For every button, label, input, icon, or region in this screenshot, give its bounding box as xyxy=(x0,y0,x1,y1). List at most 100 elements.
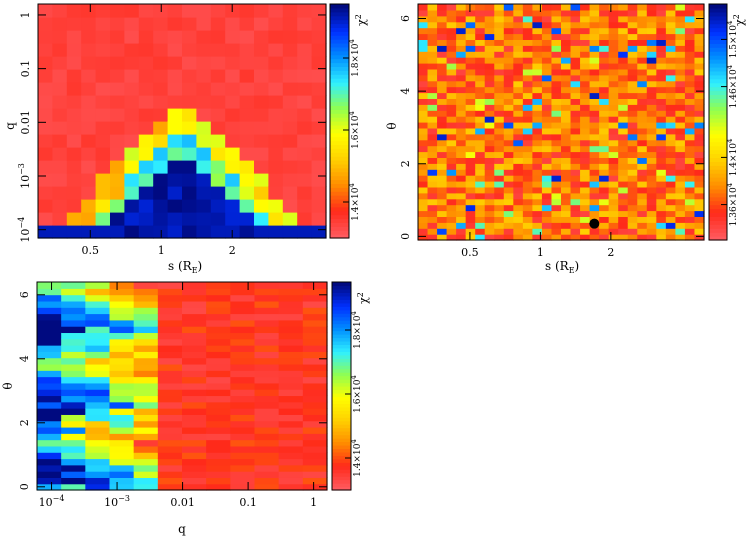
heatmap-cell xyxy=(484,51,495,58)
heatmap-cell xyxy=(196,134,212,148)
heatmap-cell xyxy=(157,382,183,390)
colorbar-swatch xyxy=(709,78,727,84)
heatmap-cell xyxy=(66,69,82,83)
heatmap-cell xyxy=(110,4,125,18)
heatmap-cell xyxy=(418,80,429,88)
colorbar-label-s-theta: χ2 xyxy=(732,14,746,26)
heatmap-cell xyxy=(61,382,86,390)
heatmap-cell xyxy=(665,4,676,11)
heatmap-cell xyxy=(570,116,581,123)
heatmap-cell xyxy=(239,199,255,213)
heatmap-cell xyxy=(484,198,495,206)
heatmap-cell xyxy=(297,108,313,122)
heatmap-cell xyxy=(522,98,533,105)
heatmap-cell xyxy=(599,51,610,58)
heatmap-cell xyxy=(278,357,304,365)
heatmap-cell xyxy=(437,63,448,70)
heatmap-cell xyxy=(282,225,298,239)
heatmap-cell xyxy=(138,30,154,44)
heatmap-cell xyxy=(37,471,62,478)
heatmap-cell xyxy=(646,9,657,17)
heatmap-cell xyxy=(522,228,533,235)
heatmap-cell xyxy=(618,74,629,82)
colorbar-swatch xyxy=(330,199,349,204)
colorbar-swatch xyxy=(330,31,349,36)
heatmap-cell xyxy=(580,116,591,123)
heatmap-cell xyxy=(656,9,667,17)
heatmap-cell xyxy=(513,228,524,235)
heatmap-cell xyxy=(656,92,667,99)
heatmap-cell xyxy=(684,45,696,52)
heatmap-cell xyxy=(456,122,467,129)
heatmap-cell xyxy=(230,382,256,390)
heatmap-cell xyxy=(665,198,676,206)
heatmap-cell xyxy=(484,204,495,212)
heatmap-cell xyxy=(278,307,304,315)
heatmap-cell xyxy=(618,63,629,70)
heatmap-cell xyxy=(153,134,169,148)
heatmap-cell xyxy=(133,282,159,289)
heatmap-cell xyxy=(541,98,553,105)
heatmap-cell xyxy=(694,216,705,223)
heatmap-cell xyxy=(230,458,256,466)
heatmap-cell xyxy=(627,27,638,35)
heatmap-cell xyxy=(465,110,476,117)
heatmap-cell xyxy=(637,116,648,123)
heatmap-cell xyxy=(85,307,111,315)
heatmap-cell xyxy=(282,108,298,122)
heatmap-cell xyxy=(133,483,159,491)
heatmap-cell xyxy=(282,43,298,57)
heatmap-cell xyxy=(570,98,581,105)
heatmap-cell xyxy=(133,471,159,478)
heatmap-cell xyxy=(475,169,486,176)
heatmap-cell xyxy=(637,181,648,188)
heatmap-cell xyxy=(646,133,657,141)
heatmap-cell xyxy=(561,234,572,241)
heatmap-cell xyxy=(570,204,581,212)
colorbar-swatch xyxy=(709,157,727,162)
heatmap-cell xyxy=(541,228,553,235)
heatmap-cell xyxy=(254,483,280,491)
heatmap-cell xyxy=(541,133,553,141)
heatmap-cell xyxy=(561,33,572,40)
heatmap-cell xyxy=(637,192,648,200)
heatmap-cell xyxy=(254,363,280,371)
colorbar-swatch xyxy=(709,188,727,194)
heatmap-cell xyxy=(278,345,304,352)
heatmap-cell xyxy=(167,56,183,70)
heatmap-cell xyxy=(302,426,328,434)
colorbar-swatch xyxy=(709,153,727,158)
heatmap-cell xyxy=(618,110,629,117)
heatmap-cell xyxy=(541,127,553,135)
heatmap-cell xyxy=(532,122,543,129)
heatmap-cell xyxy=(513,145,524,153)
heatmap-cell xyxy=(513,216,524,223)
heatmap-cell xyxy=(254,134,269,148)
colorbar-swatch xyxy=(709,4,727,9)
heatmap-cell xyxy=(665,127,676,135)
heatmap-cell xyxy=(637,27,648,35)
heatmap-cell xyxy=(427,116,438,123)
heatmap-cell xyxy=(494,175,505,182)
heatmap-cell xyxy=(599,181,610,188)
heatmap-cell xyxy=(637,39,648,46)
heatmap-cell xyxy=(427,9,438,17)
colorbar-swatch xyxy=(709,200,727,206)
colorbar-swatch xyxy=(330,202,349,208)
heatmap-cell xyxy=(254,345,280,352)
heatmap-cell xyxy=(456,86,467,94)
heatmap-cell xyxy=(570,39,581,46)
heatmap-cell xyxy=(627,15,638,23)
heatmap-cell xyxy=(522,80,533,88)
heatmap-cell xyxy=(475,175,486,182)
y-axis-label-s-theta: θ xyxy=(385,122,399,129)
heatmap-cell xyxy=(95,225,111,239)
colorbar-swatch xyxy=(330,136,349,142)
heatmap-cell xyxy=(494,163,505,170)
heatmap-cell xyxy=(95,43,111,57)
heatmap-cell xyxy=(675,27,686,35)
heatmap-cell xyxy=(541,15,553,23)
heatmap-cell xyxy=(684,145,696,153)
heatmap-cell xyxy=(182,363,207,371)
heatmap-cell xyxy=(230,370,256,378)
